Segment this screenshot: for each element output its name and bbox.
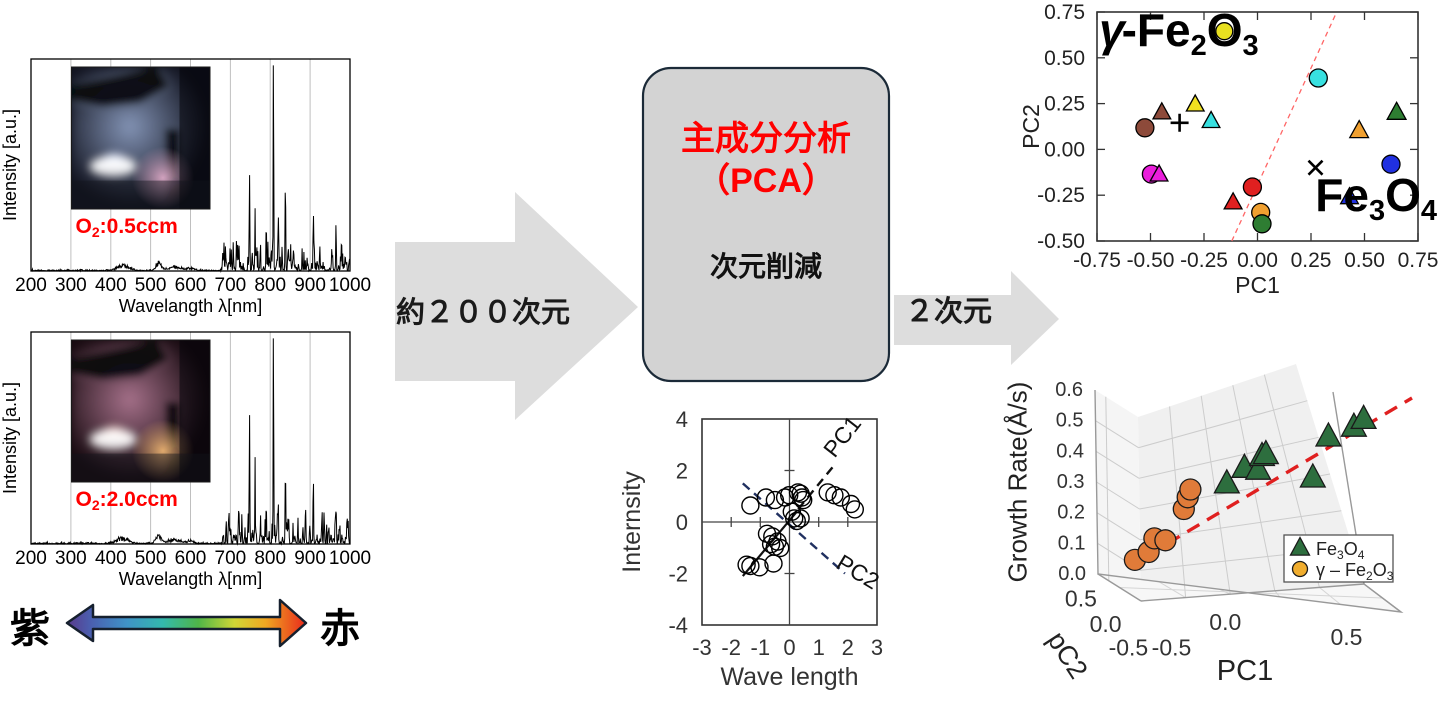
svg-text:0.5: 0.5	[1065, 585, 1097, 611]
svg-text:0.4: 0.4	[1056, 440, 1084, 462]
svg-text:-3: -3	[692, 635, 712, 660]
svg-text:3: 3	[871, 635, 883, 660]
svg-text:紫: 紫	[10, 607, 50, 651]
svg-text:主成分分析: 主成分分析	[681, 120, 851, 158]
svg-text:O2:2.0ccm: O2:2.0ccm	[76, 488, 178, 513]
svg-text:0.00: 0.00	[1044, 138, 1085, 161]
svg-text:0.0: 0.0	[1058, 563, 1086, 585]
svg-text:400: 400	[95, 275, 127, 296]
svg-text:900: 900	[294, 548, 326, 569]
svg-text:次元削減: 次元削減	[710, 251, 822, 282]
svg-text:900: 900	[294, 275, 326, 296]
svg-text:600: 600	[175, 275, 207, 296]
svg-text:-0.5: -0.5	[1152, 635, 1192, 661]
svg-text:300: 300	[55, 275, 87, 296]
svg-text:-2: -2	[721, 635, 741, 660]
svg-text:0.5: 0.5	[1331, 624, 1363, 650]
svg-text:-4: -4	[668, 613, 688, 638]
svg-text:PC1: PC1	[1217, 655, 1273, 687]
svg-text:4: 4	[676, 407, 688, 432]
svg-text:800: 800	[254, 548, 286, 569]
svg-text:0.25: 0.25	[1044, 93, 1085, 116]
svg-text:0.2: 0.2	[1057, 502, 1085, 524]
svg-text:-1: -1	[751, 635, 771, 660]
svg-text:0.50: 0.50	[1344, 249, 1385, 272]
svg-text:1: 1	[813, 635, 825, 660]
svg-text:-Fe2O3: -Fe2O3	[1122, 4, 1259, 62]
svg-text:-2: -2	[668, 562, 688, 587]
svg-text:Growth Rate(Å/s): Growth Rate(Å/s)	[1003, 382, 1033, 583]
svg-text:Internsity: Internsity	[618, 471, 646, 573]
svg-text:0.50: 0.50	[1044, 47, 1085, 70]
svg-text:Intensity [a.u.]: Intensity [a.u.]	[0, 109, 20, 221]
svg-text:1000: 1000	[329, 275, 371, 296]
svg-text:700: 700	[215, 275, 247, 296]
svg-text:-0.25: -0.25	[1037, 184, 1085, 207]
svg-text:0.5: 0.5	[1056, 410, 1084, 432]
svg-text:約２００次元: 約２００次元	[396, 295, 570, 329]
svg-text:0.1: 0.1	[1058, 532, 1086, 554]
svg-text:700: 700	[215, 548, 247, 569]
svg-text:600: 600	[175, 548, 207, 569]
svg-text:Intensity [a.u.]: Intensity [a.u.]	[0, 382, 20, 494]
svg-text:0.75: 0.75	[1398, 249, 1439, 272]
svg-text:0.25: 0.25	[1291, 249, 1332, 272]
svg-text:-0.25: -0.25	[1180, 249, 1228, 272]
svg-text:0.75: 0.75	[1044, 1, 1085, 24]
svg-text:0.6: 0.6	[1055, 379, 1083, 401]
svg-text:-0.50: -0.50	[1127, 249, 1175, 272]
svg-text:400: 400	[95, 548, 127, 569]
svg-text:2: 2	[676, 459, 688, 484]
svg-text:1000: 1000	[329, 548, 371, 569]
svg-text:0.0: 0.0	[1090, 611, 1122, 637]
svg-text:2: 2	[842, 635, 854, 660]
svg-text:Wavelangth λ[nm]: Wavelangth λ[nm]	[119, 569, 262, 589]
svg-text:O2:0.5ccm: O2:0.5ccm	[76, 215, 178, 240]
svg-text:PC1: PC1	[1235, 272, 1280, 298]
svg-text:0.00: 0.00	[1237, 249, 1278, 272]
svg-text:500: 500	[135, 275, 167, 296]
svg-text:200: 200	[15, 548, 47, 569]
svg-text:-0.5: -0.5	[1109, 635, 1149, 661]
svg-text:Wave length: Wave length	[720, 663, 858, 691]
svg-text:500: 500	[135, 548, 167, 569]
svg-text:γ – Fe2O3: γ – Fe2O3	[1316, 560, 1394, 583]
svg-text:２次元: ２次元	[905, 295, 992, 328]
svg-text:Wavelangth λ[nm]: Wavelangth λ[nm]	[119, 296, 262, 316]
svg-text:0.3: 0.3	[1057, 471, 1085, 493]
svg-text:（PCA）: （PCA）	[696, 161, 836, 200]
svg-text:PC2: PC2	[1018, 104, 1044, 149]
svg-text:800: 800	[254, 275, 286, 296]
svg-text:0: 0	[783, 635, 795, 660]
svg-text:0.0: 0.0	[1209, 609, 1241, 635]
svg-text:-0.50: -0.50	[1037, 230, 1085, 253]
svg-text:赤: 赤	[320, 607, 360, 651]
svg-text:300: 300	[55, 548, 87, 569]
svg-text:200: 200	[15, 275, 47, 296]
svg-text:0: 0	[676, 510, 688, 535]
